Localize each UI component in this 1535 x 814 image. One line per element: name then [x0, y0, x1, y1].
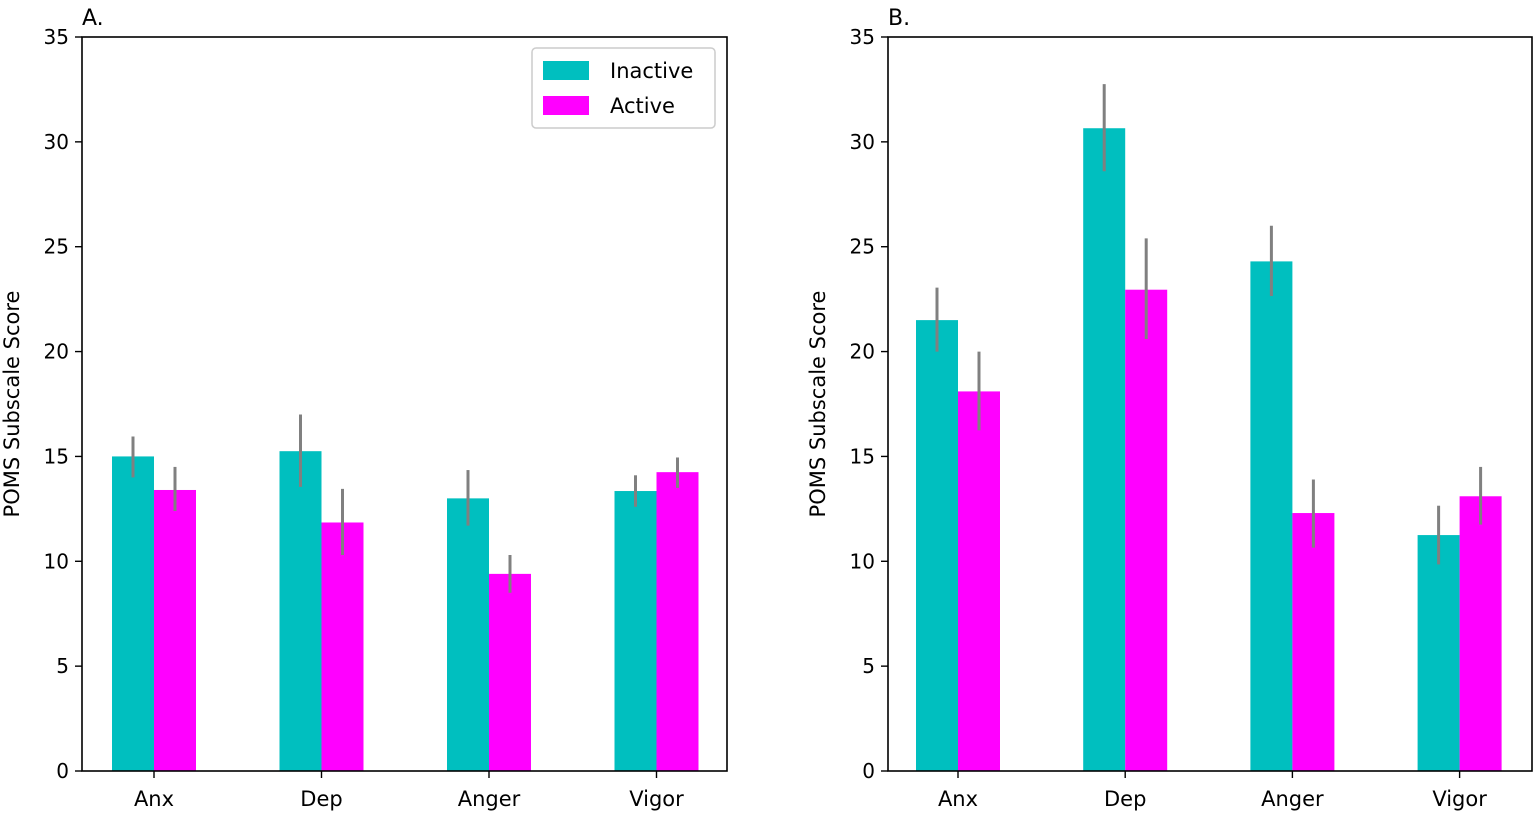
y-tick-label: 0 [56, 759, 69, 783]
bar-inactive-anger [1250, 261, 1293, 771]
x-tick-label-dep: Dep [300, 787, 342, 811]
bar-active-dep [321, 522, 364, 771]
axes-frame [887, 36, 1533, 772]
y-tick-label: 25 [44, 235, 69, 259]
x-tick-label-vigor: Vigor [1432, 787, 1487, 811]
bar-active-dep [1125, 289, 1168, 771]
bar-inactive-anx [916, 320, 958, 771]
x-tick-label-vigor: Vigor [629, 787, 684, 811]
bar-inactive-dep [279, 451, 322, 771]
bar-active-anger [1292, 513, 1335, 771]
bar-active-vigor [1459, 496, 1502, 771]
bar-inactive-anx [112, 456, 154, 771]
legend-label-active: Active [610, 94, 675, 118]
y-tick-label: 15 [850, 444, 875, 468]
y-axis-label: POMS Subscale Score [0, 291, 24, 518]
bar-active-anx [154, 489, 196, 771]
panel-label: A. [82, 6, 104, 31]
bar-inactive-anger [447, 498, 489, 771]
y-tick-label: 10 [44, 549, 69, 573]
x-tick-label-anger: Anger [458, 787, 521, 811]
y-tick-label: 5 [56, 654, 69, 678]
chart-panel-b: B. 0 5 10 15 20 25 30 35 Anx Dep Anger Vigor POMS Sub… [806, 6, 1533, 811]
chart-panel-a: A. 0 5 10 15 20 25 30 35 Anx Dep Anger Vigor POMS Sub… [0, 6, 728, 811]
y-tick-label: 0 [862, 759, 875, 783]
legend-label-inactive: Inactive [610, 59, 693, 83]
legend: Inactive Active [531, 47, 716, 129]
y-tick-label: 5 [862, 654, 875, 678]
bar-active-anx [958, 391, 1000, 771]
y-axis-label: POMS Subscale Score [806, 291, 830, 518]
y-tick-label: 25 [850, 235, 875, 259]
y-tick-label: 20 [850, 340, 875, 364]
bar-inactive-vigor [1417, 535, 1460, 771]
legend-swatch-inactive [543, 61, 589, 80]
y-tick-label: 30 [850, 130, 875, 154]
x-tick-label-anx: Anx [938, 787, 978, 811]
x-tick-label-dep: Dep [1104, 787, 1146, 811]
bar-inactive-vigor [614, 491, 657, 771]
bar-active-anger [489, 573, 531, 771]
legend-swatch-active [543, 96, 589, 115]
bar-active-vigor [656, 472, 699, 771]
x-tick-label-anger: Anger [1261, 787, 1324, 811]
axes-frame [81, 36, 728, 772]
x-tick-label-anx: Anx [134, 787, 174, 811]
y-tick-label: 15 [44, 444, 69, 468]
panel-label: B. [888, 6, 910, 31]
y-tick-label: 35 [44, 25, 69, 49]
bar-inactive-dep [1083, 128, 1126, 771]
y-tick-label: 30 [44, 130, 69, 154]
y-tick-label: 10 [850, 549, 875, 573]
y-tick-label: 35 [850, 25, 875, 49]
y-tick-label: 20 [44, 340, 69, 364]
